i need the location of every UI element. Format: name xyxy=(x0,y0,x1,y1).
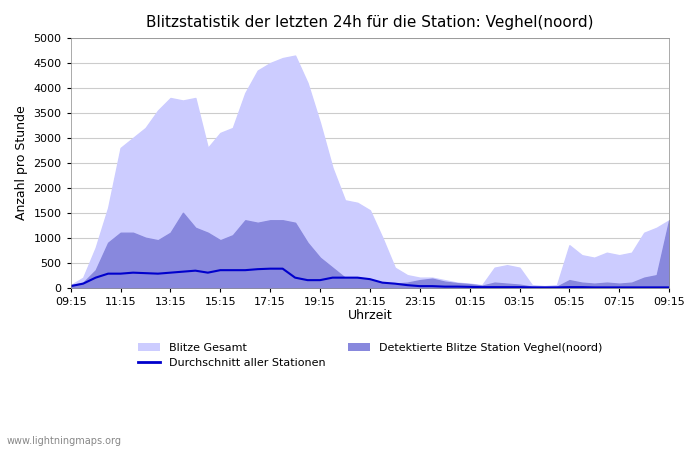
Durchschnitt aller Stationen xyxy=(166,270,174,275)
Durchschnitt aller Stationen xyxy=(328,275,337,280)
Durchschnitt aller Stationen xyxy=(453,284,461,289)
Durchschnitt aller Stationen xyxy=(141,270,150,276)
Durchschnitt aller Stationen xyxy=(116,271,125,276)
Durchschnitt aller Stationen xyxy=(178,269,187,274)
Durchschnitt aller Stationen xyxy=(79,281,88,286)
Durchschnitt aller Stationen xyxy=(279,266,287,271)
Durchschnitt aller Stationen xyxy=(92,275,100,280)
Durchschnitt aller Stationen xyxy=(627,285,636,290)
Durchschnitt aller Stationen xyxy=(652,285,661,290)
Legend: Blitze Gesamt, Durchschnitt aller Stationen, Detektierte Blitze Station Veghel(n: Blitze Gesamt, Durchschnitt aller Statio… xyxy=(133,338,607,373)
Durchschnitt aller Stationen xyxy=(503,284,511,290)
Durchschnitt aller Stationen xyxy=(365,276,374,282)
Line: Durchschnitt aller Stationen: Durchschnitt aller Stationen xyxy=(71,269,669,288)
Durchschnitt aller Stationen xyxy=(553,285,561,290)
Durchschnitt aller Stationen xyxy=(266,266,274,271)
Durchschnitt aller Stationen xyxy=(216,267,225,273)
Durchschnitt aller Stationen xyxy=(291,275,300,280)
Durchschnitt aller Stationen xyxy=(354,275,362,280)
Durchschnitt aller Stationen xyxy=(129,270,137,275)
Durchschnitt aller Stationen xyxy=(303,278,312,283)
Durchschnitt aller Stationen xyxy=(640,285,648,290)
Durchschnitt aller Stationen xyxy=(590,285,598,290)
Durchschnitt aller Stationen xyxy=(528,285,536,290)
Text: www.lightningmaps.org: www.lightningmaps.org xyxy=(7,436,122,446)
Durchschnitt aller Stationen xyxy=(603,285,611,290)
Durchschnitt aller Stationen xyxy=(466,284,474,290)
Durchschnitt aller Stationen xyxy=(253,266,262,272)
Durchschnitt aller Stationen xyxy=(191,268,200,273)
Durchschnitt aller Stationen xyxy=(578,284,586,290)
Durchschnitt aller Stationen xyxy=(204,270,212,275)
Durchschnitt aller Stationen xyxy=(403,283,412,288)
Durchschnitt aller Stationen xyxy=(565,284,573,290)
Y-axis label: Anzahl pro Stunde: Anzahl pro Stunde xyxy=(15,105,28,220)
Durchschnitt aller Stationen xyxy=(491,284,499,290)
Durchschnitt aller Stationen xyxy=(154,271,162,276)
X-axis label: Uhrzeit: Uhrzeit xyxy=(347,310,392,323)
Durchschnitt aller Stationen xyxy=(615,285,624,290)
Durchschnitt aller Stationen xyxy=(229,267,237,273)
Durchschnitt aller Stationen xyxy=(440,284,449,289)
Durchschnitt aller Stationen xyxy=(515,284,524,290)
Durchschnitt aller Stationen xyxy=(391,281,399,286)
Durchschnitt aller Stationen xyxy=(378,280,386,285)
Title: Blitzstatistik der letzten 24h für die Station: Veghel(noord): Blitzstatistik der letzten 24h für die S… xyxy=(146,15,594,30)
Durchschnitt aller Stationen xyxy=(665,285,673,290)
Durchschnitt aller Stationen xyxy=(540,285,549,290)
Durchschnitt aller Stationen xyxy=(241,267,249,273)
Durchschnitt aller Stationen xyxy=(66,284,75,289)
Durchschnitt aller Stationen xyxy=(341,275,349,280)
Durchschnitt aller Stationen xyxy=(478,284,486,290)
Durchschnitt aller Stationen xyxy=(316,278,324,283)
Durchschnitt aller Stationen xyxy=(416,284,424,289)
Durchschnitt aller Stationen xyxy=(428,284,437,289)
Durchschnitt aller Stationen xyxy=(104,271,112,276)
